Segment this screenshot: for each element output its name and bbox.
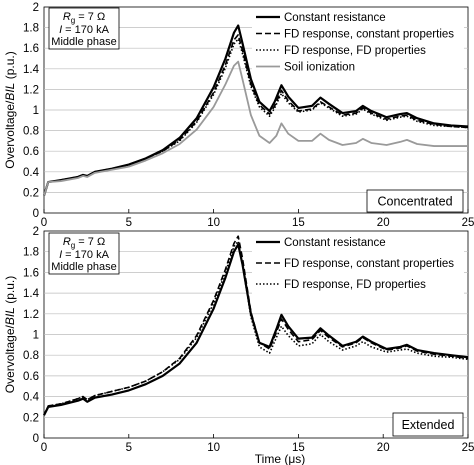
x-tick-label: 25 bbox=[462, 442, 474, 454]
x-tick-label: 5 bbox=[126, 442, 132, 454]
y-tick-label: 1.8 bbox=[23, 247, 39, 259]
y-tick-label: 1.4 bbox=[23, 64, 40, 76]
chart-panel-concentrated: 00.20.40.60.811.21.41.61.820 5 10 15 20 25Ove… bbox=[3, 2, 474, 229]
legend-label: FD response, constant properties bbox=[284, 258, 454, 270]
legend-label: FD response, constant properties bbox=[284, 29, 454, 41]
y-tick-label: 0 bbox=[33, 208, 39, 220]
y-tick-label: 0.2 bbox=[23, 412, 39, 424]
y-tick-label: 1 bbox=[33, 105, 39, 117]
y-tick-label: 0.6 bbox=[23, 146, 39, 158]
y-tick-label: 1 bbox=[33, 330, 39, 342]
legend-label: FD response, FD properties bbox=[284, 45, 426, 57]
y-tick-label: 1.2 bbox=[23, 84, 39, 96]
x-tick-label: 25 bbox=[462, 217, 474, 229]
y-tick-label: 2 bbox=[33, 2, 39, 14]
y-tick-label: 0 bbox=[33, 433, 39, 445]
series-line-3 bbox=[43, 240, 469, 416]
legend-label: Soil ionization bbox=[284, 62, 355, 74]
panel-label-text: Concentrated bbox=[377, 195, 452, 209]
panel-label: Concentrated bbox=[366, 189, 464, 213]
y-tick-label: 1.6 bbox=[23, 43, 39, 55]
panel-label: Extended bbox=[392, 412, 464, 437]
y-axis-label: Overvoltage/BIL (p.u.) bbox=[3, 51, 17, 168]
y-tick-label: 0.2 bbox=[23, 187, 39, 199]
legend-label: Constant resistance bbox=[284, 237, 386, 249]
param-resistance: Rg = 7 Ω bbox=[63, 11, 105, 25]
x-tick-label: 5 bbox=[126, 217, 132, 229]
series-line-4 bbox=[43, 60, 468, 196]
y-axis-label: Overvoltage/BIL (p.u.) bbox=[3, 276, 17, 393]
x-tick-label: 10 bbox=[207, 442, 220, 454]
legend-label: FD response, FD properties bbox=[284, 279, 426, 291]
y-tick-label: 0.8 bbox=[23, 350, 39, 362]
x-tick-label: 15 bbox=[292, 217, 305, 229]
x-tick-label: 10 bbox=[207, 217, 220, 229]
x-tick-label: 20 bbox=[377, 442, 390, 454]
x-tick-label: 15 bbox=[292, 442, 305, 454]
series-line-3 bbox=[43, 38, 469, 196]
y-tick-label: 0.8 bbox=[23, 126, 39, 138]
y-tick-label: 0.6 bbox=[23, 371, 39, 383]
param-current: I = 170 kA bbox=[59, 24, 110, 36]
legend: Constant resistance FD response, constant… bbox=[252, 8, 464, 76]
param-resistance: Rg = 7 Ω bbox=[63, 236, 105, 250]
panel-label-text: Extended bbox=[402, 418, 455, 432]
y-tick-label: 1.6 bbox=[23, 267, 39, 279]
x-axis-label: Time (μs) bbox=[255, 452, 305, 465]
chart-panel-extended: 00.20.40.60.811.21.41.61.820 5 10 15 20 25Ove… bbox=[3, 226, 474, 465]
y-tick-label: 1.4 bbox=[23, 288, 40, 300]
x-tick-label: 20 bbox=[377, 217, 390, 229]
legend-label: Constant resistance bbox=[284, 12, 386, 24]
x-tick-label: 0 bbox=[41, 217, 47, 229]
param-phase: Middle phase bbox=[51, 261, 116, 273]
series-line-2 bbox=[43, 235, 469, 416]
y-tick-label: 0.4 bbox=[23, 167, 40, 179]
legend: Constant resistance FD response, constant… bbox=[252, 233, 464, 294]
y-tick-label: 0.4 bbox=[23, 392, 40, 404]
param-phase: Middle phase bbox=[51, 36, 116, 48]
series-line-2 bbox=[43, 34, 469, 196]
x-tick-label: 0 bbox=[41, 442, 47, 454]
y-tick-label: 2 bbox=[33, 226, 39, 238]
y-tick-label: 1.2 bbox=[23, 309, 39, 321]
param-current: I = 170 kA bbox=[59, 249, 110, 261]
y-tick-label: 1.8 bbox=[23, 23, 39, 35]
